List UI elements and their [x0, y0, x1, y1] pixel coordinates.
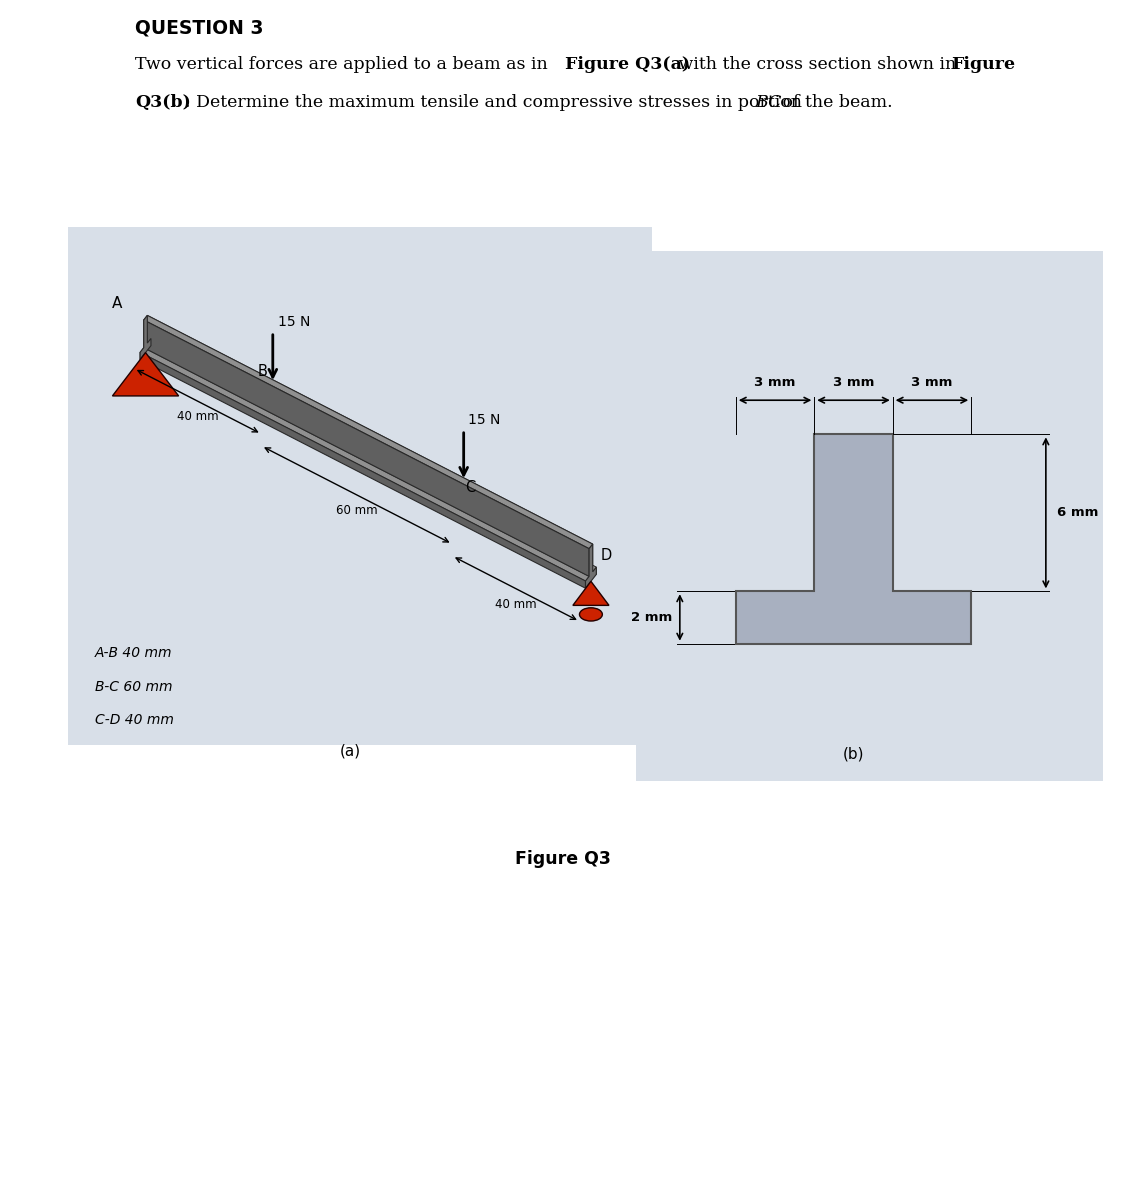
Text: Figure Q3: Figure Q3: [514, 850, 611, 869]
Text: 40 mm: 40 mm: [177, 410, 218, 424]
Polygon shape: [147, 316, 593, 571]
Polygon shape: [573, 581, 609, 605]
Polygon shape: [585, 544, 596, 588]
Polygon shape: [141, 348, 590, 581]
Text: 15 N: 15 N: [468, 413, 501, 427]
Text: 2 mm: 2 mm: [631, 611, 673, 624]
Text: A: A: [112, 296, 123, 311]
Text: 6 mm: 6 mm: [1058, 506, 1098, 520]
Polygon shape: [736, 434, 971, 643]
Text: Figure: Figure: [951, 56, 1015, 73]
Polygon shape: [112, 353, 179, 396]
Text: C-D 40 mm: C-D 40 mm: [94, 713, 174, 727]
Polygon shape: [144, 320, 590, 576]
Text: . Determine the maximum tensile and compressive stresses in portion: . Determine the maximum tensile and comp…: [184, 94, 808, 110]
FancyBboxPatch shape: [636, 252, 1102, 780]
Ellipse shape: [579, 607, 602, 622]
Text: 60 mm: 60 mm: [336, 504, 378, 517]
Text: of the beam.: of the beam.: [777, 94, 892, 110]
Text: 3 mm: 3 mm: [832, 376, 874, 389]
FancyBboxPatch shape: [68, 227, 651, 745]
Text: Two vertical forces are applied to a beam as in: Two vertical forces are applied to a bea…: [135, 56, 554, 73]
Text: 15 N: 15 N: [278, 314, 310, 329]
Polygon shape: [141, 316, 151, 360]
Text: (b): (b): [843, 746, 864, 762]
Text: BC: BC: [755, 94, 782, 110]
Text: with the cross section shown in: with the cross section shown in: [673, 56, 962, 73]
Text: Figure Q3(a): Figure Q3(a): [565, 56, 690, 73]
Text: QUESTION 3: QUESTION 3: [135, 19, 263, 38]
Text: B-C 60 mm: B-C 60 mm: [94, 679, 172, 694]
Text: A-B 40 mm: A-B 40 mm: [94, 647, 172, 660]
Polygon shape: [141, 353, 585, 588]
Text: C: C: [465, 480, 475, 496]
Text: B: B: [258, 365, 268, 379]
Text: D: D: [601, 548, 612, 563]
Polygon shape: [147, 338, 596, 571]
Text: 3 mm: 3 mm: [755, 376, 795, 389]
Text: 3 mm: 3 mm: [911, 376, 953, 389]
Text: 40 mm: 40 mm: [495, 598, 537, 611]
Text: Q3(b): Q3(b): [135, 94, 191, 110]
Text: (a): (a): [340, 744, 361, 758]
Polygon shape: [144, 316, 593, 548]
Polygon shape: [151, 338, 596, 575]
